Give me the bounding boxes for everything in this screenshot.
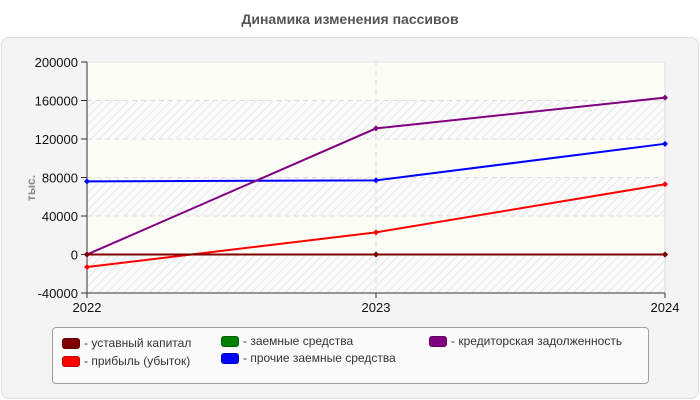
y-tick-label: 200000 — [35, 55, 78, 70]
y-tick-label: 0 — [71, 248, 78, 263]
legend-label: - уставный капитал — [84, 336, 192, 350]
x-tick-label: 2023 — [362, 300, 391, 315]
legend: - уставный капитал - прибыль (убыток) - … — [52, 327, 649, 384]
data-point-marker — [373, 229, 379, 236]
y-tick-label: 40000 — [42, 209, 78, 224]
legend-swatch — [62, 355, 80, 367]
legend-item-borrowed-funds[interactable]: - заемные средства — [221, 334, 353, 348]
data-point-marker — [662, 181, 668, 188]
y-axis-label: тыс. — [24, 175, 38, 201]
legend-swatch — [62, 337, 80, 349]
legend-item-charter-capital[interactable]: - уставный капитал — [62, 336, 191, 350]
data-point-marker — [373, 251, 379, 258]
legend-item-accounts-payable[interactable]: - кредиторская задолженность — [429, 334, 622, 348]
y-tick-label: -40000 — [38, 286, 78, 301]
data-point-marker — [662, 140, 668, 147]
x-tick-label: 2022 — [73, 300, 102, 315]
legend-swatch — [221, 352, 239, 364]
y-tick-label: 80000 — [42, 171, 78, 186]
y-tick-label: 160000 — [35, 94, 78, 109]
legend-label: - заемные средства — [243, 334, 354, 348]
x-tick-label: 2024 — [651, 300, 680, 315]
y-tick-label: 120000 — [35, 132, 78, 147]
legend-label: - прочие заемные средства — [243, 351, 396, 365]
chart-title: Динамика изменения пассивов — [241, 11, 459, 27]
legend-label: - кредиторская задолженность — [451, 334, 623, 348]
legend-label: - прибыль (убыток) — [84, 354, 191, 368]
data-point-marker — [373, 177, 379, 184]
data-point-marker — [662, 251, 668, 258]
legend-swatch — [221, 335, 239, 347]
data-point-marker — [84, 251, 90, 258]
data-point-marker — [373, 125, 379, 132]
legend-item-other-borrowed-funds[interactable]: - прочие заемные средства — [221, 351, 396, 365]
series-lines — [84, 94, 668, 271]
data-point-marker — [84, 178, 90, 185]
data-point-marker — [662, 94, 668, 101]
data-point-marker — [84, 264, 90, 271]
legend-item-profit[interactable]: - прибыль (убыток) — [62, 354, 190, 368]
legend-swatch — [429, 335, 447, 347]
